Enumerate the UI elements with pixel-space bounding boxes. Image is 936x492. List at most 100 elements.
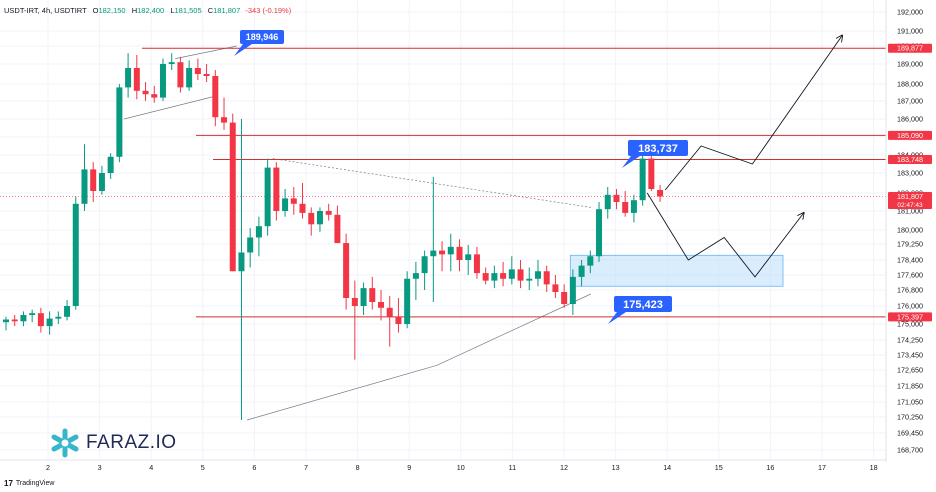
trendline xyxy=(123,95,217,120)
price-tick-label: 174,250 xyxy=(897,336,923,345)
price-tick-label: 171,050 xyxy=(897,398,923,407)
time-tick-label: 13 xyxy=(612,463,620,472)
candle-body xyxy=(151,94,158,98)
price-tick-label: 169,450 xyxy=(897,429,923,438)
candle-body xyxy=(264,167,271,227)
callouts: 189,946 183,737 175,423 xyxy=(234,30,688,324)
callout-pointer xyxy=(608,312,626,324)
tradingview-mark-icon: 17 xyxy=(4,479,13,488)
time-tick-label: 10 xyxy=(457,463,465,472)
open-value: 182,150 xyxy=(98,6,126,15)
time-tick-label: 12 xyxy=(560,463,568,472)
price-tick-label: 189,000 xyxy=(897,60,923,69)
price-tick-label: 172,650 xyxy=(897,366,923,375)
price-tick-label: 187,000 xyxy=(897,97,923,106)
demand-zone xyxy=(569,254,784,287)
current-price-badge xyxy=(888,191,932,209)
time-tick-label: 14 xyxy=(663,463,671,472)
candle-body xyxy=(360,288,367,306)
candle-body xyxy=(316,211,323,225)
candle-body xyxy=(334,214,341,244)
candle-body xyxy=(55,316,62,319)
logo-text: FARAZ.IO xyxy=(86,432,177,453)
candle-body xyxy=(351,298,358,306)
candle-body xyxy=(72,203,79,306)
candle-body xyxy=(107,156,114,173)
candle-body xyxy=(465,254,472,260)
candle-body xyxy=(508,269,515,279)
price-badge-label: 185,090 xyxy=(897,131,923,140)
candle-body xyxy=(177,62,184,88)
axes: 192,000191,000190,000189,000188,000187,0… xyxy=(0,0,932,472)
candle-body xyxy=(212,76,219,118)
callout-pointer xyxy=(234,44,252,56)
price-badge-label: 189,877 xyxy=(897,44,923,53)
candle-body xyxy=(29,313,36,315)
candle-body xyxy=(20,315,27,322)
candle-body xyxy=(587,256,594,266)
scenario-path xyxy=(664,36,842,191)
candle-body xyxy=(648,158,655,189)
scenario-path xyxy=(646,192,803,278)
candle-body xyxy=(526,278,533,281)
callout-box xyxy=(614,296,672,312)
candle-body xyxy=(308,212,315,225)
countdown-label: 02:47:43 xyxy=(897,202,923,209)
candle-body xyxy=(116,87,123,157)
callout-label: 189,946 xyxy=(246,32,279,42)
price-tick-label: 186,000 xyxy=(897,115,923,124)
price-tick-label: 173,450 xyxy=(897,351,923,360)
zone-layer xyxy=(569,254,784,287)
time-tick-label: 4 xyxy=(149,463,153,472)
level-price-badge xyxy=(888,312,932,322)
callout-label: 183,737 xyxy=(638,143,678,155)
candle-body xyxy=(604,194,611,210)
candle-body xyxy=(194,68,201,74)
price-tick-label: 177,600 xyxy=(897,271,923,280)
candle-body xyxy=(142,90,149,95)
trendline xyxy=(247,364,438,421)
time-tick-label: 11 xyxy=(509,463,516,472)
candle-body xyxy=(3,319,9,323)
candle-body xyxy=(133,68,140,91)
candle-body xyxy=(412,273,419,279)
candle-body xyxy=(534,271,541,279)
candle-body xyxy=(37,313,44,327)
price-tick-label: 181,000 xyxy=(897,207,923,216)
candle-body xyxy=(613,194,620,202)
candle-body xyxy=(325,211,332,215)
horizontal-levels xyxy=(0,47,886,318)
trendlines xyxy=(123,45,591,421)
candle-body xyxy=(482,273,489,281)
candle-body xyxy=(255,226,262,238)
price-tick-label: 170,250 xyxy=(897,413,923,422)
price-tick-label: 183,000 xyxy=(897,169,923,178)
candle-body xyxy=(186,68,193,88)
candle-body xyxy=(299,203,306,213)
grid xyxy=(0,0,886,460)
price-tick-label: 178,400 xyxy=(897,256,923,265)
change-value: -343 (-0.19%) xyxy=(245,6,292,15)
candle-body xyxy=(98,173,105,191)
candle-body xyxy=(273,167,280,211)
price-badge-label: 181,807 xyxy=(897,192,923,201)
candle-body xyxy=(11,319,18,322)
candle-body xyxy=(229,122,236,272)
low-label: L xyxy=(170,6,175,15)
candle-body xyxy=(386,307,393,317)
candle-body xyxy=(430,250,437,257)
candle-body xyxy=(46,318,53,327)
price-tick-label: 171,850 xyxy=(897,382,923,391)
time-tick-label: 7 xyxy=(304,463,308,472)
candle-body xyxy=(421,256,428,274)
candle-body xyxy=(569,276,576,304)
candle-body xyxy=(596,209,603,257)
candle-body xyxy=(639,158,646,201)
price-tick-label: 179,250 xyxy=(897,240,923,249)
price-tick-label: 180,000 xyxy=(897,226,923,235)
high-label: H xyxy=(131,6,138,15)
close-value: 181,807 xyxy=(213,6,241,15)
candle-body xyxy=(64,306,71,317)
callout-box xyxy=(628,140,688,156)
